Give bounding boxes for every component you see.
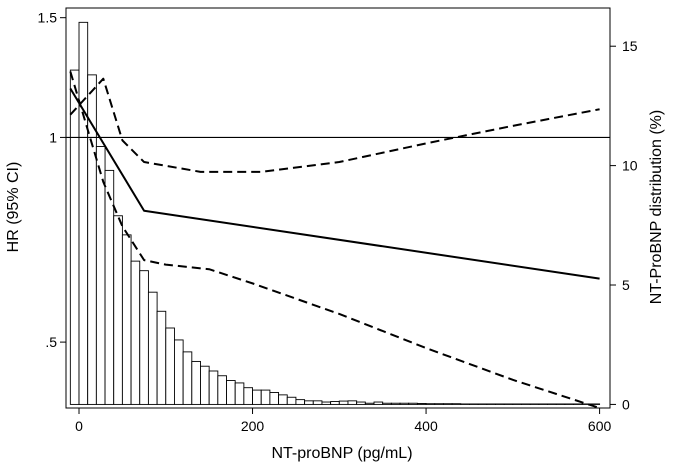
y-right-tick-label: 0	[622, 396, 630, 412]
histogram-bar	[391, 403, 400, 404]
histogram-bar	[174, 340, 183, 404]
histogram-bar	[148, 292, 157, 404]
y-axis-title-left: HR (95% CI)	[5, 162, 22, 253]
histogram-bar	[157, 311, 166, 404]
histogram-bar	[131, 261, 140, 404]
histogram-bar	[417, 403, 426, 404]
histogram-bar	[114, 216, 123, 405]
histogram-bar	[400, 403, 409, 404]
histogram-bar	[279, 395, 288, 405]
y-left-tick-label: 1	[49, 129, 57, 145]
histogram-bar	[513, 404, 522, 405]
y-left-tick-label: .5	[45, 334, 57, 350]
histogram-bar	[305, 401, 314, 405]
histogram-bar	[530, 404, 539, 405]
histogram-bar	[452, 404, 461, 405]
histogram-bar	[296, 400, 305, 405]
histogram-bar	[183, 352, 192, 405]
histogram-bar	[504, 404, 513, 405]
histogram-bar	[374, 402, 383, 404]
histogram-bar	[435, 404, 444, 405]
y-left-tick-label: 1.5	[38, 10, 58, 26]
histogram-bar	[122, 235, 131, 405]
histogram-bar	[495, 404, 504, 405]
histogram-bar	[548, 404, 557, 405]
y-right-tick-label: 10	[622, 158, 638, 174]
ci-line-1	[70, 79, 599, 172]
histogram-bar	[478, 404, 487, 405]
histogram-bar	[261, 390, 270, 404]
histogram-bar	[287, 397, 296, 404]
y-right-tick-label: 5	[622, 277, 630, 293]
histogram-bar	[409, 403, 418, 404]
histogram-bar	[443, 404, 452, 405]
histogram-bar	[200, 366, 209, 404]
histogram-bar	[469, 404, 478, 405]
histogram-bar	[313, 401, 322, 405]
x-tick-label: 0	[75, 418, 83, 434]
histogram-bar	[235, 383, 244, 404]
x-tick-label: 400	[414, 418, 438, 434]
histogram-bar	[322, 402, 331, 404]
histogram-bar	[253, 390, 262, 404]
histogram-bar	[522, 404, 531, 405]
histogram-bar	[539, 404, 548, 405]
histogram-bar	[140, 271, 149, 405]
histogram-bar	[218, 376, 227, 405]
histogram-bar	[348, 401, 357, 405]
hr-line	[70, 89, 599, 279]
histogram-bar	[556, 404, 565, 405]
histogram-bar	[574, 404, 583, 405]
histogram-bar	[487, 404, 496, 405]
histogram-bar	[365, 403, 374, 404]
histogram-bar	[192, 361, 201, 404]
x-tick-label: 600	[588, 418, 612, 434]
histogram-bar	[270, 392, 279, 404]
y-axis-title-right: NT-ProBNP distribution (%)	[648, 110, 665, 304]
histogram-bar	[227, 381, 236, 405]
histogram-bar	[591, 404, 600, 405]
histogram-bar	[426, 404, 435, 405]
histogram-bar	[565, 404, 574, 405]
histogram-bar	[383, 403, 392, 404]
histogram-bar	[244, 388, 253, 405]
x-axis-title: NT-proBNP (pg/mL)	[271, 445, 412, 462]
histogram-bar	[357, 402, 366, 404]
histogram-bar	[166, 328, 175, 404]
histogram-bar	[70, 70, 79, 404]
x-tick-label: 200	[241, 418, 265, 434]
histogram-bar	[79, 22, 88, 404]
histogram	[70, 22, 599, 404]
y-right-tick-label: 15	[622, 38, 638, 54]
histogram-bar	[331, 402, 340, 405]
histogram-bar	[461, 404, 470, 405]
histogram-bar	[339, 401, 348, 404]
histogram-bar	[209, 371, 218, 404]
